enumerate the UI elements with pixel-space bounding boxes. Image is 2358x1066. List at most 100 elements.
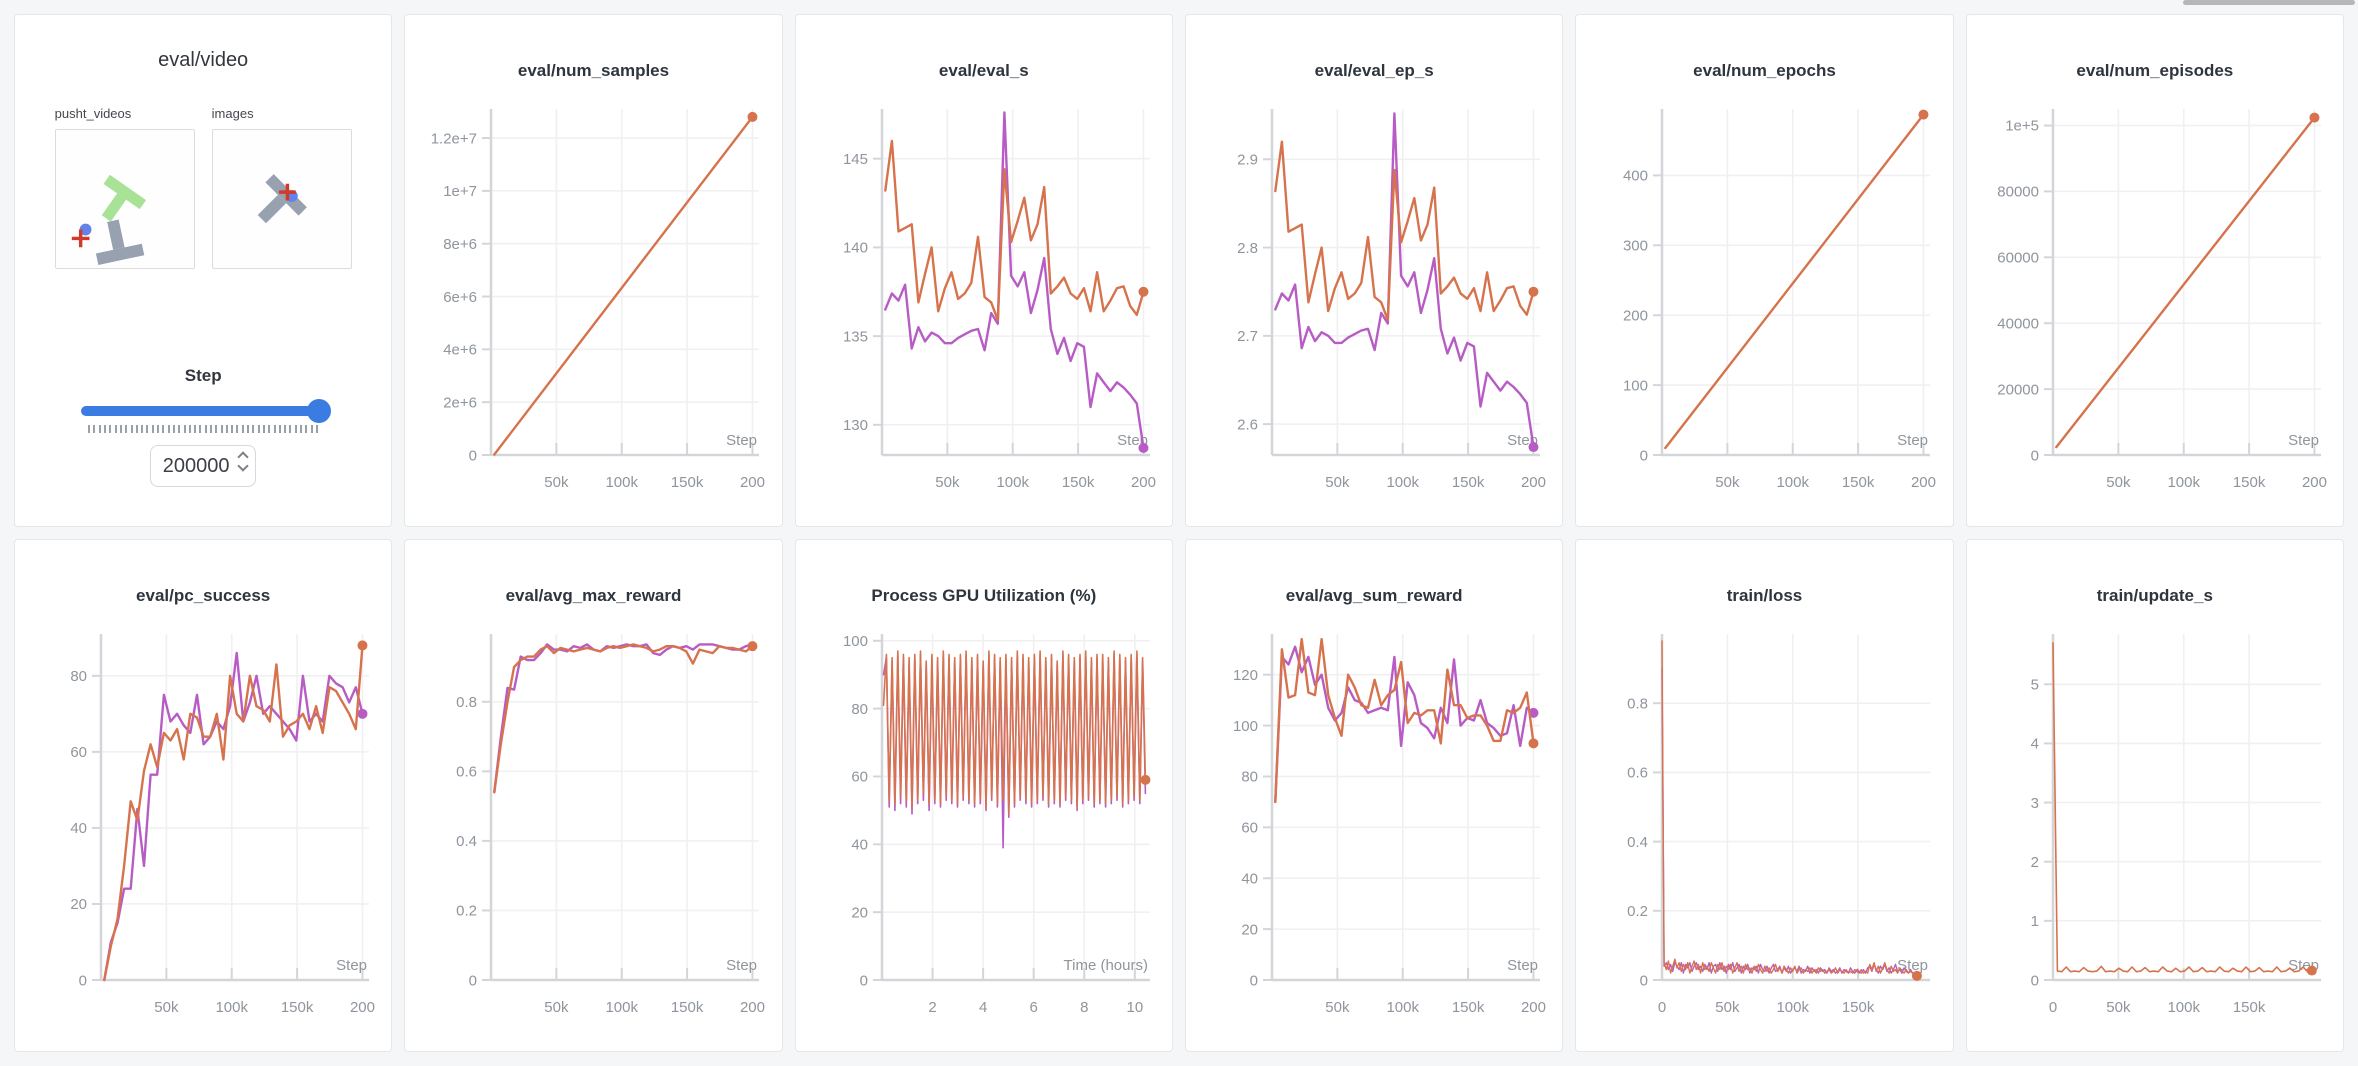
chart-title: train/update_s <box>2096 586 2213 605</box>
svg-text:60: 60 <box>851 769 868 786</box>
step-slider-track[interactable] <box>81 406 326 416</box>
images-thumbnail[interactable] <box>211 129 352 269</box>
svg-text:150k: 150k <box>281 999 314 1016</box>
step-input[interactable] <box>157 454 236 478</box>
pusht-videos-block: pusht_videos <box>54 106 195 274</box>
chart-panel-eval-pc-success[interactable]: eval/pc_success 0 20 40 60 80 50k 100k 150k 200 S… <box>14 539 393 1052</box>
svg-text:0: 0 <box>469 447 477 464</box>
svg-text:20: 20 <box>851 904 868 921</box>
svg-text:200: 200 <box>2302 474 2327 491</box>
svg-text:5: 5 <box>2030 677 2038 694</box>
chart-title: Process GPU Utilization (%) <box>871 586 1097 605</box>
images-block: images <box>211 106 352 274</box>
svg-text:Step: Step <box>727 432 758 449</box>
svg-text:0.8: 0.8 <box>1628 695 1649 712</box>
chart-canvas[interactable]: 0 0.2 0.4 0.6 0.8 50k 100k 150k 200 Step <box>419 624 767 1042</box>
svg-text:100k: 100k <box>2167 999 2200 1016</box>
svg-text:0: 0 <box>1658 999 1666 1016</box>
svg-text:200: 200 <box>1131 474 1156 491</box>
svg-text:100k: 100k <box>1777 999 1810 1016</box>
step-input-steppers[interactable] <box>237 451 249 472</box>
media-thumbnails: pusht_videos images <box>15 106 391 274</box>
chart-canvas[interactable]: 0 0.2 0.4 0.6 0.8 0 50k 100k 150k Step <box>1590 624 1938 1042</box>
panel-eval-video[interactable]: eval/video pusht_videos <box>14 14 393 527</box>
svg-text:40: 40 <box>70 820 87 837</box>
chart-title: eval/pc_success <box>136 586 271 605</box>
chart-title: eval/eval_ep_s <box>1314 61 1434 80</box>
chart-panel-eval-eval-ep-s[interactable]: eval/eval_ep_s 2.6 2.7 2.8 2.9 50k 100k 150k 20… <box>1185 14 1564 527</box>
svg-text:50k: 50k <box>1325 999 1350 1016</box>
svg-text:50k: 50k <box>1716 474 1741 491</box>
svg-text:80: 80 <box>1241 769 1258 786</box>
chart-canvas[interactable]: 0 20 40 60 80 100 2 4 6 8 10 Time (hours) <box>810 624 1158 1042</box>
svg-text:150k: 150k <box>2233 474 2266 491</box>
chart-panel-train-update-s[interactable]: train/update_s 0 1 2 3 4 5 0 50k 100k 150k Step <box>1965 539 2344 1052</box>
svg-text:50k: 50k <box>2106 474 2131 491</box>
chart-canvas[interactable]: 0 20 40 60 80 100 120 50k 100k 150k 200 Step <box>1200 624 1548 1042</box>
chart-svg: 0 20 40 60 80 100 120 50k 100k 150k 200 Step <box>1233 634 1546 1016</box>
chart-canvas[interactable]: 2.6 2.7 2.8 2.9 50k 100k 150k 200 Step <box>1200 99 1548 517</box>
chart-panel-eval-num-episodes[interactable]: eval/num_episodes 0 20000 40000 60000 80000 1… <box>1965 14 2344 527</box>
chart-panel-train-loss[interactable]: train/loss 0 0.2 0.4 0.6 0.8 0 50k 100k 150k Step <box>1575 539 1954 1052</box>
svg-text:50k: 50k <box>1325 474 1350 491</box>
svg-text:40000: 40000 <box>1997 315 2039 332</box>
chart-canvas[interactable]: 0 20000 40000 60000 80000 1e+5 50k 100k 150k 200 S… <box>1981 99 2329 517</box>
svg-text:150k: 150k <box>1062 474 1095 491</box>
agent-dot <box>79 223 92 236</box>
svg-text:Step: Step <box>1507 957 1538 974</box>
chart-canvas[interactable]: 0 100 200 300 400 50k 100k 150k 200 Step <box>1590 99 1938 517</box>
svg-text:60: 60 <box>70 744 87 761</box>
chart-panel-eval-eval-s[interactable]: eval/eval_s 130 135 140 145 50k 100k 150k 200 St… <box>794 14 1173 527</box>
svg-text:50k: 50k <box>154 999 179 1016</box>
svg-text:200: 200 <box>740 474 765 491</box>
svg-text:20000: 20000 <box>1997 381 2039 398</box>
svg-text:0.6: 0.6 <box>457 764 478 781</box>
panel-title: eval/video <box>158 49 249 71</box>
svg-text:0: 0 <box>469 972 477 989</box>
chart-svg: 0 100 200 300 400 50k 100k 150k 200 Step <box>1623 109 1936 491</box>
svg-text:4: 4 <box>2030 736 2038 753</box>
svg-text:20: 20 <box>70 896 87 913</box>
svg-text:1e+5: 1e+5 <box>2005 118 2039 135</box>
svg-text:150k: 150k <box>1842 999 1875 1016</box>
chart-canvas[interactable]: 130 135 140 145 50k 100k 150k 200 Step <box>810 99 1158 517</box>
step-slider[interactable] <box>81 399 332 423</box>
step-slider-thumb[interactable] <box>307 399 332 423</box>
horizontal-scrollbar[interactable] <box>2183 0 2355 5</box>
svg-text:4e+6: 4e+6 <box>444 342 478 359</box>
chart-panel-eval-num-samples[interactable]: eval/num_samples 0 2e+6 4e+6 6e+6 8e+6 1e+7 1.… <box>404 14 783 527</box>
svg-text:150k: 150k <box>1842 474 1875 491</box>
svg-text:2.6: 2.6 <box>1237 416 1258 433</box>
step-slider-label: Step <box>184 366 222 385</box>
svg-text:140: 140 <box>843 240 868 257</box>
chart-title: train/loss <box>1726 586 1803 605</box>
svg-text:10: 10 <box>1126 999 1143 1016</box>
chart-panel-eval-num-epochs[interactable]: eval/num_epochs 0 100 200 300 400 50k 100k 150k… <box>1575 14 1954 527</box>
pusht-video-thumbnail[interactable] <box>54 129 195 269</box>
chart-canvas[interactable]: 0 2e+6 4e+6 6e+6 8e+6 1e+7 1.2e+7 50k 100k 150k 20… <box>419 99 767 517</box>
chart-panel-eval-avg-max-reward[interactable]: eval/avg_max_reward 0 0.2 0.4 0.6 0.8 50k 100k… <box>404 539 783 1052</box>
svg-text:100k: 100k <box>996 474 1029 491</box>
svg-text:Time (hours): Time (hours) <box>1063 957 1147 974</box>
svg-text:100k: 100k <box>1387 474 1420 491</box>
chart-panel-eval-avg-sum-reward[interactable]: eval/avg_sum_reward 0 20 40 60 80 100 120 50k 10… <box>1185 539 1564 1052</box>
svg-text:150k: 150k <box>1452 474 1485 491</box>
step-down-icon[interactable] <box>237 460 249 472</box>
chart-canvas[interactable]: 0 20 40 60 80 50k 100k 150k 200 Step <box>29 624 377 1042</box>
svg-text:200: 200 <box>1623 307 1648 324</box>
svg-text:120: 120 <box>1233 667 1258 684</box>
svg-text:0: 0 <box>2030 972 2038 989</box>
chart-svg: 0 20 40 60 80 100 2 4 6 8 10 Time (hours) <box>843 633 1151 1016</box>
svg-text:0.4: 0.4 <box>1628 834 1649 851</box>
chart-canvas[interactable]: 0 1 2 3 4 5 0 50k 100k 150k Step <box>1981 624 2329 1042</box>
chart-title: eval/avg_max_reward <box>505 586 682 605</box>
chart-title: eval/eval_s <box>938 61 1029 80</box>
chart-title: eval/num_epochs <box>1693 61 1836 80</box>
svg-text:8e+6: 8e+6 <box>444 236 478 253</box>
svg-text:200: 200 <box>1521 474 1546 491</box>
svg-text:100k: 100k <box>606 474 639 491</box>
svg-text:2.8: 2.8 <box>1237 240 1258 257</box>
svg-text:100k: 100k <box>606 999 639 1016</box>
chart-panel-gpu-utilization[interactable]: Process GPU Utilization (%) 0 20 40 60 80 100… <box>794 539 1173 1052</box>
step-input-box[interactable] <box>150 445 257 487</box>
